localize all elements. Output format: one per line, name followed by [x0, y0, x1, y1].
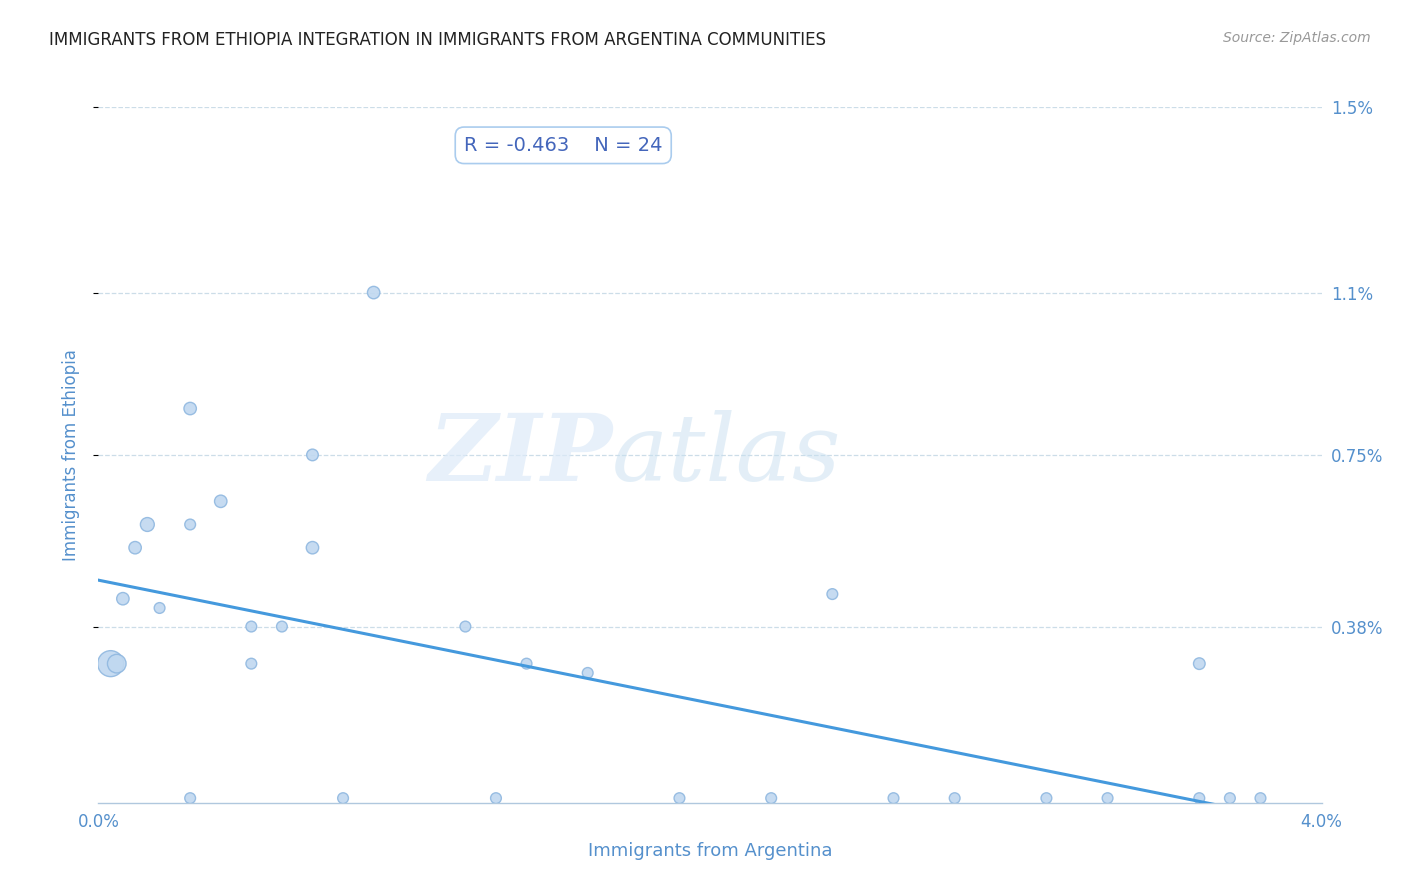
- Text: IMMIGRANTS FROM ETHIOPIA INTEGRATION IN IMMIGRANTS FROM ARGENTINA COMMUNITIES: IMMIGRANTS FROM ETHIOPIA INTEGRATION IN …: [49, 31, 827, 49]
- Point: [240, 619, 263, 633]
- Point: [270, 619, 294, 633]
- X-axis label: Immigrants from Argentina: Immigrants from Argentina: [588, 842, 832, 860]
- Point: [105, 657, 128, 671]
- Point: [759, 791, 782, 805]
- Point: [100, 657, 122, 671]
- Point: [301, 448, 323, 462]
- Point: [1249, 791, 1271, 805]
- Point: [1097, 791, 1119, 805]
- Point: [179, 517, 201, 532]
- Point: [821, 587, 844, 601]
- Point: [883, 791, 905, 805]
- Text: ZIP: ZIP: [427, 410, 612, 500]
- Point: [516, 657, 538, 671]
- Point: [1035, 791, 1057, 805]
- Point: [1188, 791, 1211, 805]
- Point: [1219, 791, 1241, 805]
- Text: Source: ZipAtlas.com: Source: ZipAtlas.com: [1223, 31, 1371, 45]
- Point: [332, 791, 354, 805]
- Text: R = -0.463    N = 24: R = -0.463 N = 24: [464, 136, 662, 155]
- Y-axis label: Immigrants from Ethiopia: Immigrants from Ethiopia: [62, 349, 80, 561]
- Point: [111, 591, 134, 606]
- Point: [301, 541, 323, 555]
- Point: [943, 791, 966, 805]
- Point: [485, 791, 508, 805]
- Point: [668, 791, 690, 805]
- Point: [179, 791, 201, 805]
- Point: [240, 657, 263, 671]
- Point: [136, 517, 159, 532]
- Point: [454, 619, 477, 633]
- Point: [1188, 657, 1211, 671]
- Point: [209, 494, 232, 508]
- Point: [179, 401, 201, 416]
- Text: atlas: atlas: [612, 410, 842, 500]
- Point: [363, 285, 385, 300]
- Point: [576, 665, 599, 680]
- Point: [124, 541, 146, 555]
- Point: [149, 601, 172, 615]
